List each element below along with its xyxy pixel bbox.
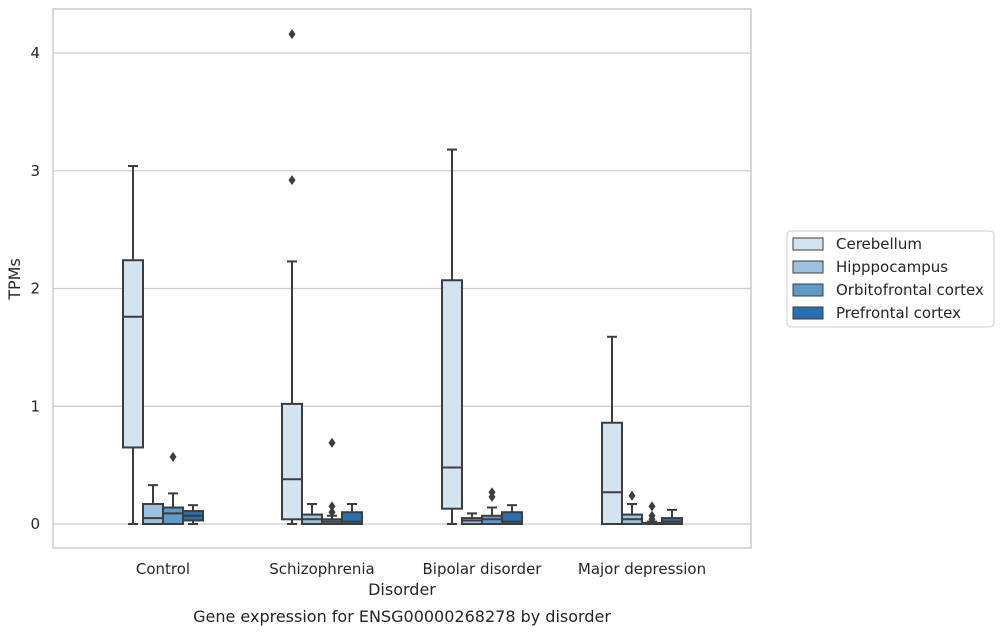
y-tick-label: 4 <box>30 44 40 62</box>
legend-label: Hipppocampus <box>836 258 948 276</box>
y-tick-label: 0 <box>30 515 40 533</box>
outlier-point <box>648 501 656 512</box>
y-tick-label: 1 <box>30 397 40 415</box>
box-cerebellum-1 <box>281 29 303 525</box>
legend-swatch <box>792 306 824 320</box>
box-cerebellum-3 <box>601 335 623 525</box>
figure-caption: Gene expression for ENSG00000268278 by d… <box>193 607 611 626</box>
outlier-point <box>648 510 656 521</box>
y-tick-labels: 0 1 2 3 4 <box>30 44 40 533</box>
box-cerebellum-0 <box>122 165 144 525</box>
plot-area <box>52 8 752 549</box>
box-prefrontal-cortex-3 <box>661 508 683 525</box>
box-orbitofrontal-cortex-1 <box>321 437 343 525</box>
outlier-point <box>288 29 296 40</box>
x-axis-title: Disorder <box>368 580 436 599</box>
box-iqr <box>122 259 144 449</box>
box-prefrontal-cortex-0 <box>182 504 204 525</box>
x-tick-label: Schizophrenia <box>269 560 374 578</box>
box-groups <box>122 29 683 526</box>
box-hipppocampus-1 <box>301 502 323 526</box>
x-tick-label: Bipolar disorder <box>423 560 543 578</box>
box-hipppocampus-2 <box>461 512 483 525</box>
box-iqr <box>501 511 523 525</box>
legend-swatch <box>792 237 824 251</box>
outlier-point <box>328 501 336 512</box>
outlier-point <box>288 175 296 186</box>
x-tick-label: Control <box>136 560 190 578</box>
y-tick-label: 3 <box>30 162 40 180</box>
box-iqr <box>281 402 303 521</box>
box-prefrontal-cortex-1 <box>341 502 363 525</box>
outlier-point <box>488 487 496 498</box>
box-cerebellum-2 <box>441 148 463 525</box>
box-iqr <box>162 506 184 526</box>
outlier-point <box>169 451 177 462</box>
legend-swatch <box>792 283 824 297</box>
legend-label: Cerebellum <box>836 235 922 253</box>
box-hipppocampus-3 <box>621 490 643 526</box>
box-iqr <box>441 279 463 510</box>
box-prefrontal-cortex-2 <box>501 504 523 525</box>
outlier-point <box>328 437 336 448</box>
y-tick-label: 2 <box>30 280 40 298</box>
legend-swatch <box>792 260 824 274</box>
legend-label: Orbitofrontal cortex <box>836 281 984 299</box>
legend-frame <box>786 230 995 328</box>
outlier-point <box>628 490 636 501</box>
legend-label: Prefrontal cortex <box>836 304 961 322</box>
x-tick-label: Major depression <box>578 560 706 578</box>
legend: Cerebellum Hipppocampus Orbitofrontal cort… <box>786 230 995 328</box>
box-iqr <box>142 502 164 526</box>
box-iqr <box>341 511 363 525</box>
box-orbitofrontal-cortex-3 <box>641 501 663 526</box>
y-axis-title: TPMs <box>5 258 24 301</box>
outlier-point <box>328 507 336 518</box>
x-tick-labels: Control Schizophrenia Bipolar disorder Majo… <box>136 560 706 578</box>
box-iqr <box>601 421 623 525</box>
